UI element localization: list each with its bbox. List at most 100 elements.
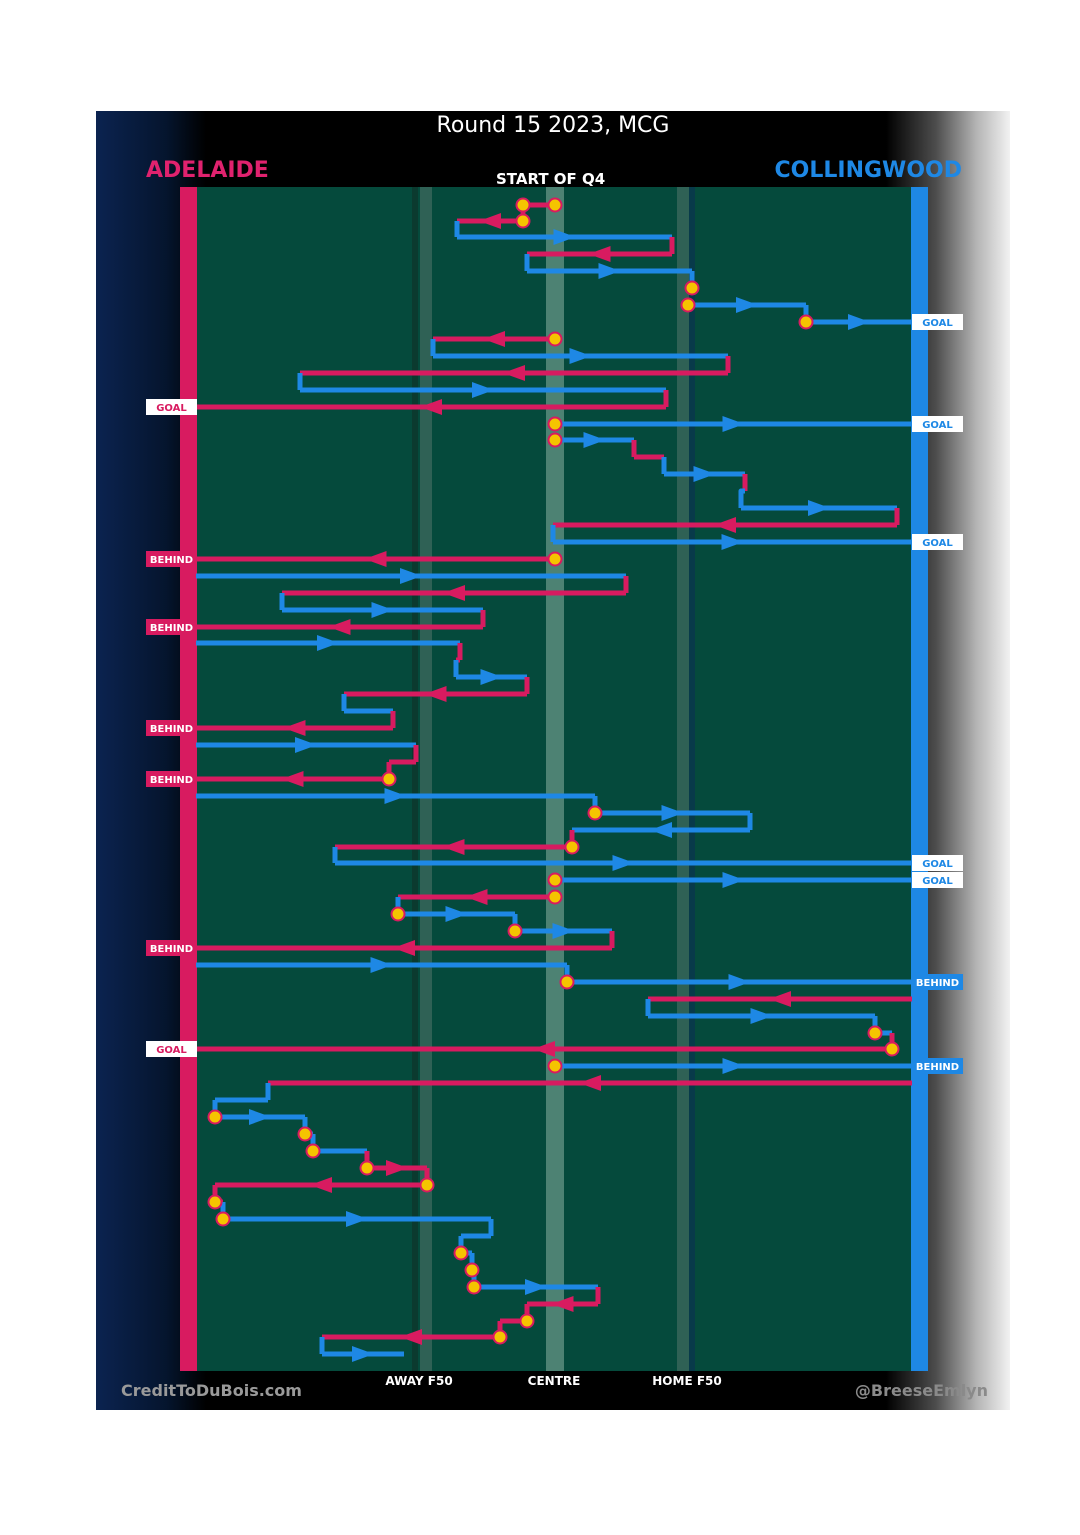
stoppage-marker <box>547 551 563 567</box>
score-tag <box>912 416 963 432</box>
direction-arrow <box>769 991 791 1007</box>
direction-arrow <box>295 737 317 753</box>
direction-arrow <box>346 1211 368 1227</box>
stoppage-marker <box>559 974 575 990</box>
stoppage-marker <box>464 1262 480 1278</box>
stoppage-marker <box>453 1245 469 1261</box>
home-f50-shade <box>689 187 695 1371</box>
footer-credit: CreditToDuBois.com <box>121 1381 302 1400</box>
direction-arrow <box>579 1075 601 1091</box>
centre-line <box>546 187 564 1371</box>
direction-arrow <box>525 1279 547 1295</box>
score-tag <box>912 855 963 871</box>
direction-arrow <box>483 331 505 347</box>
direction-arrow <box>551 1296 574 1312</box>
away-f50-line <box>420 187 432 1371</box>
direction-arrow <box>283 720 306 736</box>
stoppage-marker <box>466 1279 482 1295</box>
direction-arrow <box>465 889 488 905</box>
direction-arrow <box>553 229 576 245</box>
score-label: GOAL <box>156 1045 187 1056</box>
direction-arrow <box>445 906 468 922</box>
stoppage-marker <box>207 1194 223 1210</box>
chart-poster: GOAL GOAL GOAL GOAL BEHIND BEHIND BEHIND BEHIND… <box>96 111 1010 1410</box>
direction-arrow <box>393 940 415 956</box>
stoppage-marker <box>359 1160 375 1176</box>
start-label: START OF Q4 <box>496 170 606 188</box>
direction-arrow <box>722 416 745 432</box>
score-label: BEHIND <box>150 944 193 955</box>
stoppage-marker <box>519 1313 535 1329</box>
score-tag <box>912 1058 963 1074</box>
stoppage-marker <box>515 213 531 229</box>
stoppage-marker <box>547 432 563 448</box>
score-label: GOAL <box>922 859 953 870</box>
stoppage-marker <box>680 297 696 313</box>
direction-arrow <box>750 1008 773 1024</box>
direction-arrow <box>722 1058 745 1074</box>
chart-title: Round 15 2023, MCG <box>436 113 670 138</box>
direction-arrow <box>583 432 606 448</box>
home-f50-line <box>677 187 689 1371</box>
centre-label: CENTRE <box>527 1374 581 1388</box>
stoppage-marker <box>547 1058 563 1074</box>
collingwood-goal-bar <box>911 187 928 1371</box>
away-f50-shade <box>412 187 418 1371</box>
score-tag <box>146 771 197 787</box>
direction-arrow <box>400 568 422 584</box>
stoppage-marker <box>381 771 397 787</box>
direction-arrow <box>808 500 830 516</box>
stoppage-marker <box>587 805 603 821</box>
direction-arrow <box>370 957 393 973</box>
score-label: GOAL <box>922 420 953 431</box>
stoppage-marker <box>684 280 700 296</box>
score-tag <box>146 399 197 415</box>
direction-arrow <box>552 923 575 939</box>
direction-arrow <box>714 517 736 533</box>
score-label: GOAL <box>922 538 953 549</box>
direction-arrow <box>364 551 387 567</box>
score-tag <box>146 1041 197 1057</box>
score-tag <box>912 314 963 330</box>
score-label: BEHIND <box>150 623 193 634</box>
stoppage-marker <box>297 1126 313 1142</box>
footer-handle: @BreeseEmlyn <box>854 1381 988 1400</box>
stoppage-marker <box>547 197 563 213</box>
direction-arrow <box>848 314 870 330</box>
direction-arrow <box>310 1177 332 1193</box>
direction-arrow <box>480 669 503 685</box>
score-label: BEHIND <box>150 724 193 735</box>
direction-arrow <box>420 399 442 415</box>
direction-arrow <box>588 246 611 262</box>
stoppage-marker <box>515 197 531 213</box>
score-label: BEHIND <box>916 978 959 989</box>
direction-arrow <box>612 855 635 871</box>
direction-arrow <box>443 585 465 601</box>
score-tag <box>912 974 963 990</box>
stoppage-marker <box>564 839 580 855</box>
away-f50-label: AWAY F50 <box>385 1374 453 1388</box>
stoppage-marker <box>507 923 523 939</box>
score-tag <box>146 619 197 635</box>
direction-arrow <box>479 213 501 229</box>
score-label: BEHIND <box>916 1062 959 1073</box>
score-tag <box>912 534 963 550</box>
left-team-label: ADELAIDE <box>146 158 269 183</box>
direction-arrow <box>400 1329 422 1345</box>
direction-arrow <box>371 602 394 618</box>
stoppage-marker <box>547 416 563 432</box>
home-f50-label: HOME F50 <box>652 1374 722 1388</box>
direction-arrow <box>650 822 672 838</box>
stoppage-marker <box>547 331 563 347</box>
direction-arrow <box>317 635 339 651</box>
direction-arrow <box>569 348 592 364</box>
direction-arrow <box>472 382 494 398</box>
score-label: BEHIND <box>150 555 193 566</box>
stoppage-marker <box>492 1329 508 1345</box>
chain-chart: GOAL GOAL GOAL GOAL BEHIND BEHIND BEHIND BEHIND… <box>146 187 963 1371</box>
direction-arrow <box>722 872 745 888</box>
direction-arrow <box>736 297 758 313</box>
direction-arrow <box>281 771 304 787</box>
stoppage-marker <box>215 1211 231 1227</box>
score-label: GOAL <box>922 318 953 329</box>
